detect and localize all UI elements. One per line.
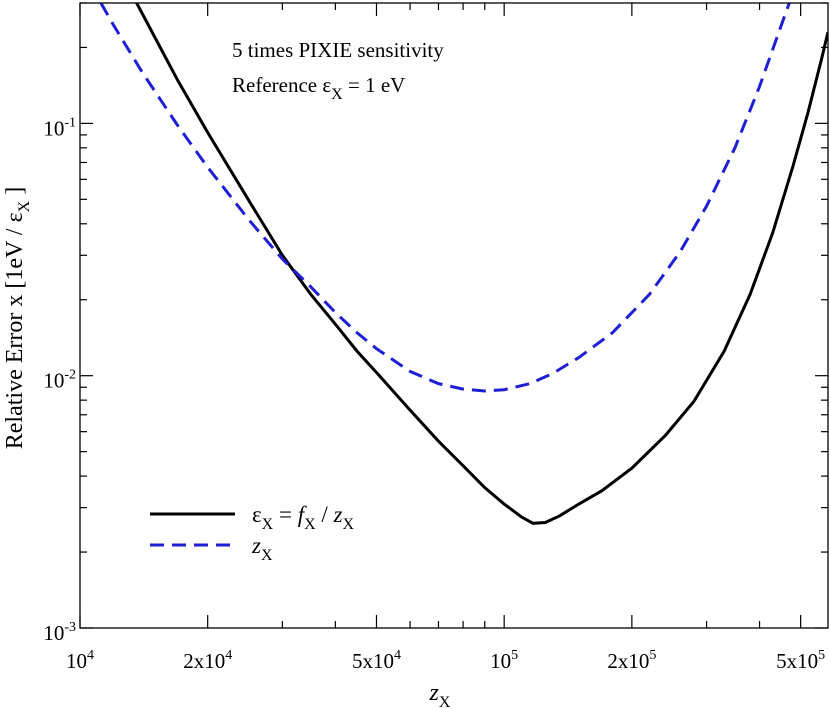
x-tick-label: 2x104 — [183, 648, 232, 673]
y-tick-label: 10-2 — [43, 368, 76, 393]
x-tick-label: 104 — [66, 648, 94, 673]
legend-label-series-1: εX = fX / zX — [252, 502, 355, 533]
x-axis-label: zX — [429, 680, 451, 709]
x-tick-label: 5x105 — [776, 648, 825, 673]
y-axis-tick-labels: 10-3 10-2 10-1 — [43, 115, 76, 645]
series-line-1 — [135, 3, 828, 525]
x-tick-label: 105 — [490, 648, 518, 673]
legend-label-series-2: zX — [251, 533, 273, 564]
series-layer — [99, 3, 828, 525]
y-tick-label: 10-1 — [43, 115, 76, 140]
y-tick-label: 10-3 — [43, 620, 76, 645]
plot-frame — [79, 2, 829, 629]
annotation-reference: Reference εX = 1 eV — [232, 73, 405, 103]
series-line-2 — [99, 3, 791, 393]
x-axis-ticks — [79, 3, 802, 628]
x-axis-tick-labels: 104 2x104 5x104 105 2x105 5x105 — [66, 648, 825, 673]
y-axis-label: Relative Error x [1eV / εX ] — [2, 187, 33, 449]
annotation-sensitivity: 5 times PIXIE sensitivity — [232, 38, 444, 62]
legend: εX = fX / zX zX — [150, 502, 355, 564]
x-tick-label: 2x105 — [607, 648, 656, 673]
x-tick-label: 5x104 — [352, 648, 401, 673]
y-axis-ticks — [80, 2, 828, 629]
